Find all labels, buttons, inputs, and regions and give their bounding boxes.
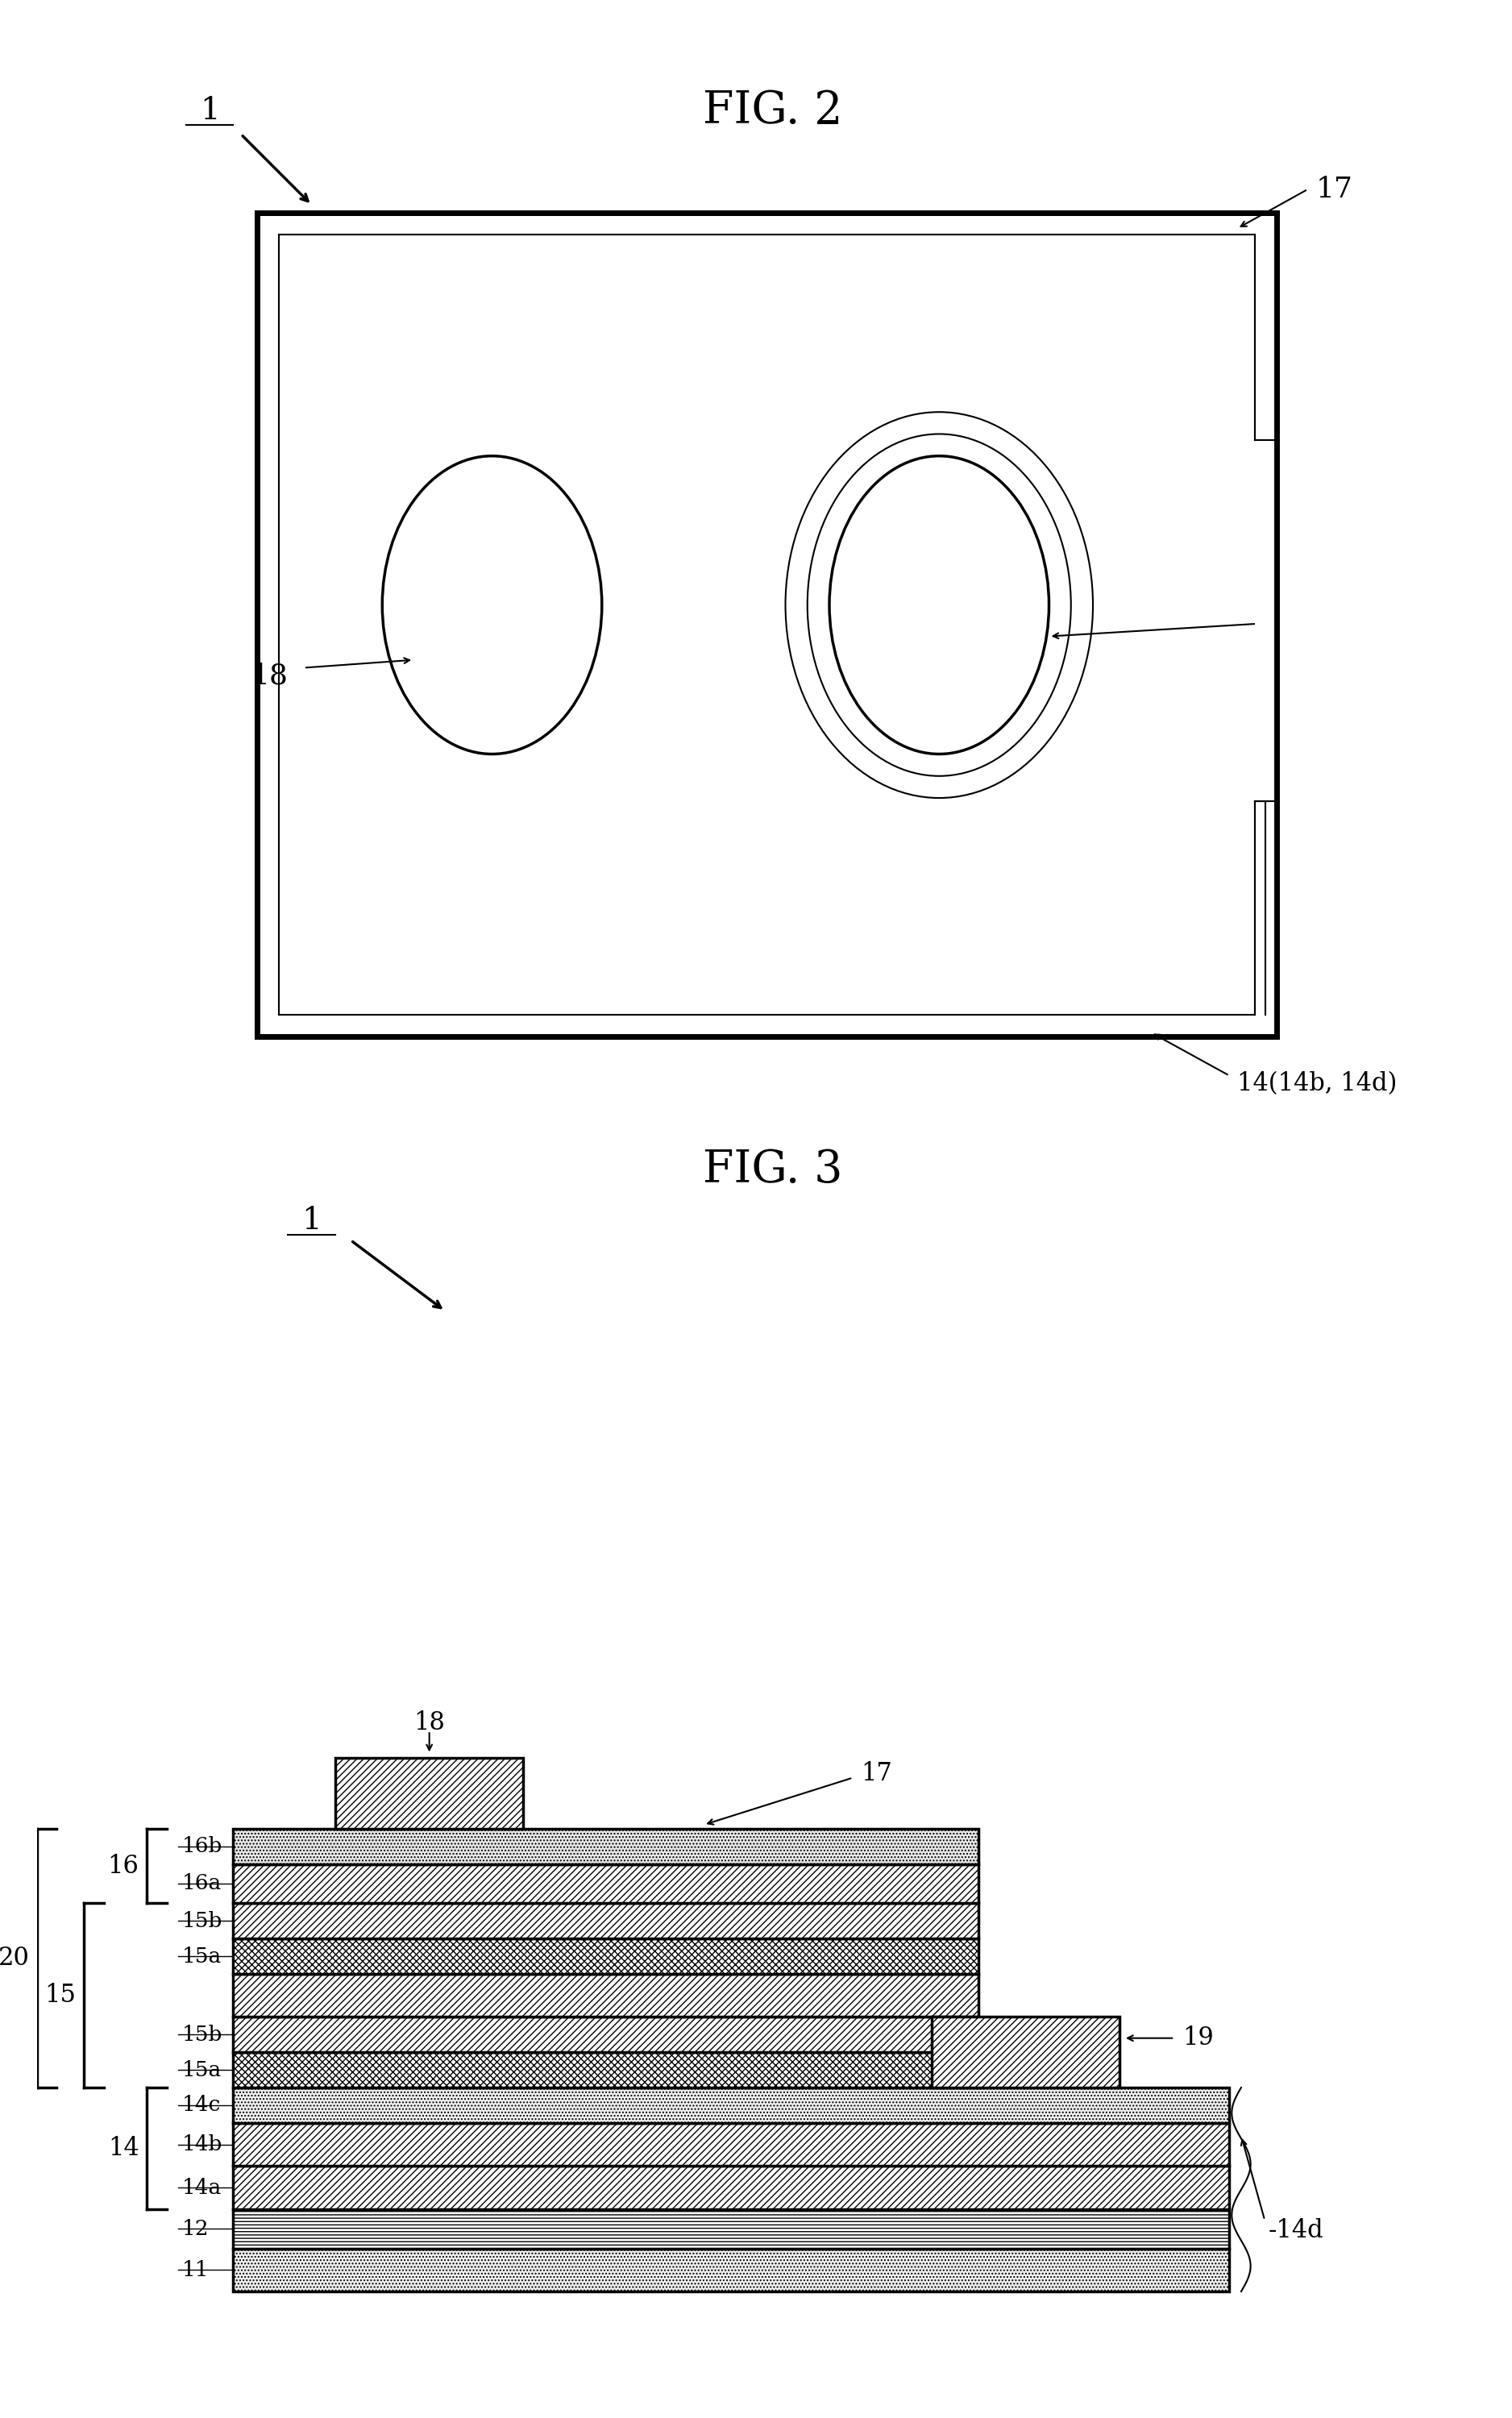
- Text: 14: 14: [107, 2135, 139, 2162]
- Text: 19: 19: [1315, 607, 1353, 634]
- Bar: [233, 2123, 1229, 2167]
- Bar: [233, 2053, 978, 2087]
- Bar: [233, 1864, 978, 1903]
- Text: 18: 18: [414, 1710, 445, 1736]
- Bar: [233, 1828, 978, 1864]
- Bar: [336, 1758, 523, 1828]
- Text: 19: 19: [1182, 2026, 1214, 2050]
- Text: 17: 17: [1315, 177, 1353, 203]
- Ellipse shape: [383, 457, 602, 754]
- Text: FIG. 3: FIG. 3: [703, 1149, 842, 1192]
- Text: 17: 17: [860, 1760, 892, 1787]
- Bar: [1255, 440, 1276, 800]
- Text: 16: 16: [107, 1855, 139, 1879]
- Text: FIG. 2: FIG. 2: [703, 89, 842, 133]
- Bar: [233, 2167, 1229, 2210]
- Bar: [233, 2249, 1229, 2292]
- Text: 16a: 16a: [183, 1874, 222, 1893]
- Text: 15b: 15b: [183, 2024, 222, 2046]
- Bar: [233, 2087, 1229, 2123]
- Text: 16b: 16b: [183, 1835, 222, 1857]
- Text: 15a: 15a: [183, 2060, 222, 2079]
- Text: 1: 1: [200, 97, 219, 126]
- Text: 11: 11: [183, 2261, 209, 2280]
- Ellipse shape: [830, 457, 1049, 754]
- Bar: [233, 1903, 978, 1939]
- Bar: [233, 2210, 1229, 2249]
- Text: 15a: 15a: [183, 1946, 222, 1966]
- Text: 15: 15: [45, 1983, 76, 2007]
- Bar: [233, 1973, 978, 2017]
- Bar: [1270, 213, 1388, 1037]
- Text: 18: 18: [251, 663, 289, 689]
- Bar: [931, 2017, 1119, 2087]
- Text: -14d: -14d: [1269, 2217, 1325, 2244]
- Bar: [233, 2017, 978, 2053]
- Bar: [257, 213, 1276, 1037]
- Text: 12: 12: [183, 2220, 209, 2239]
- Text: 14b: 14b: [183, 2135, 222, 2154]
- Text: 1: 1: [302, 1207, 322, 1236]
- Bar: [233, 1939, 978, 1973]
- Text: 20: 20: [0, 1946, 29, 1971]
- Text: 14a: 14a: [183, 2179, 222, 2198]
- Text: 15b: 15b: [183, 1910, 222, 1932]
- Text: 14(14b, 14d): 14(14b, 14d): [1237, 1071, 1397, 1095]
- Text: 14c: 14c: [183, 2094, 221, 2116]
